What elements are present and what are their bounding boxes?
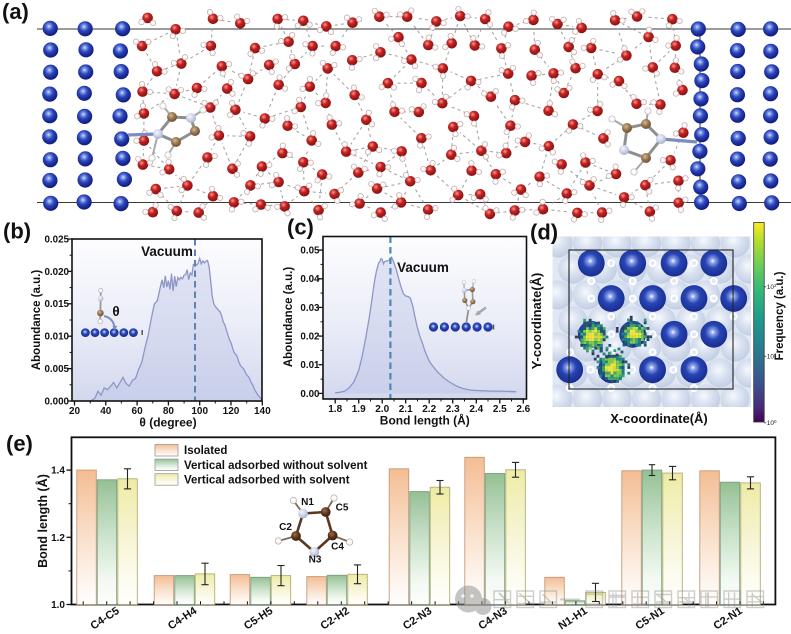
svg-text:θ (degree): θ (degree)	[139, 416, 196, 430]
svg-text:Aboundance (a.u.): Aboundance (a.u.)	[283, 267, 295, 367]
svg-text:N3: N3	[309, 555, 322, 566]
svg-text:80: 80	[163, 406, 175, 417]
svg-text:(d): (d)	[530, 220, 558, 245]
svg-text:0.015: 0.015	[44, 299, 69, 310]
svg-text:Isolated: Isolated	[184, 445, 227, 457]
svg-text:(b): (b)	[3, 219, 31, 244]
svg-text:40: 40	[100, 406, 112, 417]
svg-text:20: 20	[69, 406, 81, 417]
svg-text:0.00: 0.00	[300, 389, 320, 400]
svg-text:100: 100	[767, 419, 777, 427]
svg-text:0.02: 0.02	[300, 332, 320, 343]
svg-text:Aboundance (a.u.): Aboundance (a.u.)	[31, 270, 43, 370]
svg-text:(e): (e)	[6, 431, 33, 456]
svg-text:C4: C4	[331, 542, 344, 553]
svg-text:1.2: 1.2	[51, 533, 65, 544]
svg-text:0.010: 0.010	[44, 332, 69, 343]
svg-text:Vertical adsorbed without solv: Vertical adsorbed without solvent	[184, 460, 368, 472]
svg-text:120: 120	[223, 406, 240, 417]
svg-text:60: 60	[132, 406, 144, 417]
svg-text:2.6: 2.6	[516, 404, 530, 415]
svg-text:1.0: 1.0	[51, 600, 65, 611]
svg-text:C5: C5	[336, 503, 349, 514]
svg-text:0.020: 0.020	[44, 267, 69, 278]
svg-text:140: 140	[254, 406, 271, 417]
svg-text:1.8: 1.8	[328, 404, 342, 415]
svg-text:2.5: 2.5	[493, 404, 507, 415]
svg-text:102: 102	[767, 283, 777, 291]
svg-text:1.4: 1.4	[51, 466, 65, 477]
svg-text:Bond length (Å): Bond length (Å)	[35, 474, 50, 568]
svg-text:1.9: 1.9	[352, 404, 366, 415]
svg-text:θ: θ	[112, 304, 119, 319]
svg-text:Vertical adsorbed with solven: Vertical adsorbed with solvent	[184, 474, 350, 486]
svg-text:X-coordinate(Å): X-coordinate(Å)	[610, 411, 708, 426]
svg-text:2.4: 2.4	[469, 404, 483, 415]
svg-text:Frequency (a.u.): Frequency (a.u.)	[774, 271, 786, 360]
svg-text:Y-coordinate(Å): Y-coordinate(Å)	[529, 273, 544, 370]
svg-text:0.01: 0.01	[300, 360, 320, 371]
svg-text:0.04: 0.04	[300, 274, 320, 285]
svg-text:101: 101	[767, 352, 777, 360]
svg-text:100: 100	[191, 406, 208, 417]
svg-text:C2: C2	[279, 522, 292, 533]
svg-text:0.05: 0.05	[300, 246, 320, 257]
svg-text:2.1: 2.1	[399, 404, 413, 415]
svg-text:0.000: 0.000	[44, 396, 69, 407]
svg-text:2.0: 2.0	[375, 404, 389, 415]
svg-text:0.005: 0.005	[44, 364, 69, 375]
svg-text:0.03: 0.03	[300, 303, 320, 314]
svg-text:Bond length (Å): Bond length (Å)	[380, 413, 470, 428]
svg-text:N1: N1	[301, 497, 314, 508]
svg-text:(a): (a)	[2, 0, 29, 24]
svg-text:2.3: 2.3	[446, 404, 460, 415]
svg-text:(c): (c)	[287, 215, 314, 240]
svg-text:Vacuum: Vacuum	[397, 260, 449, 275]
svg-text:0.025: 0.025	[44, 234, 69, 245]
svg-text:Vacuum: Vacuum	[141, 244, 193, 259]
svg-text:2.2: 2.2	[422, 404, 436, 415]
